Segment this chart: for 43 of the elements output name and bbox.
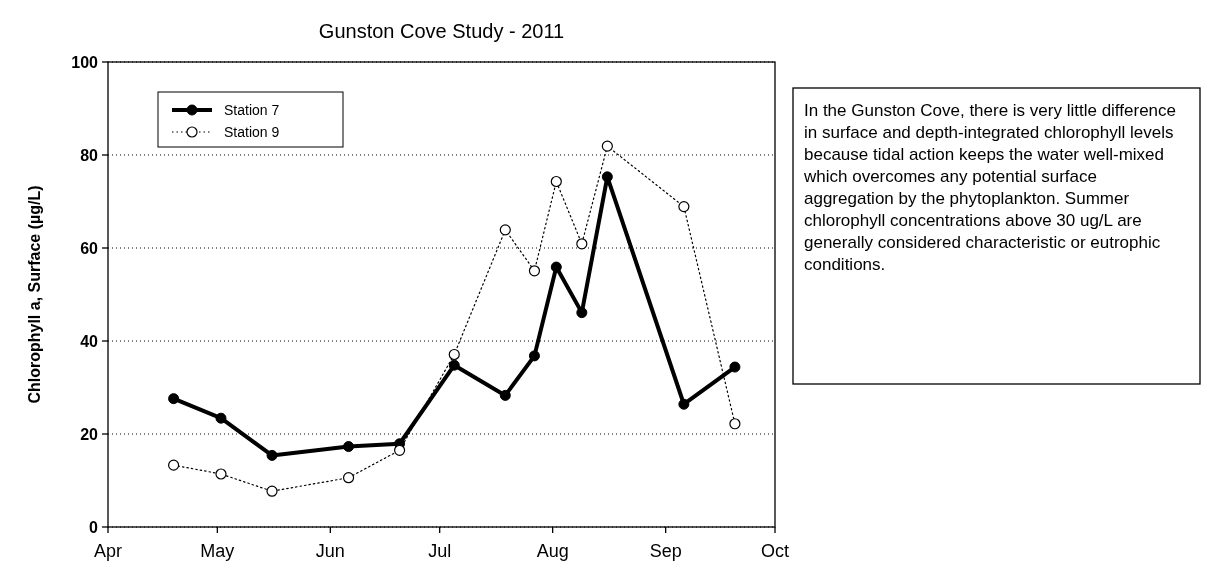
x-tick-label: Apr [93, 541, 123, 561]
x-tick-label: Jun [315, 541, 345, 561]
y-tick-label: 60 [80, 239, 99, 257]
point [729, 361, 741, 373]
x-tick-label: May [200, 541, 235, 561]
y-tick-label: 100 [71, 53, 99, 71]
x-tick-label: Aug [536, 541, 569, 561]
point [550, 261, 562, 273]
point [215, 412, 227, 424]
point [342, 472, 355, 484]
point [266, 449, 278, 461]
point [601, 140, 613, 152]
legend-label: Station 9 [224, 123, 280, 140]
x-tick-label: Sep [649, 541, 682, 561]
x-tick-label: Jul [428, 541, 452, 561]
point [499, 224, 511, 236]
point [576, 238, 588, 250]
point [393, 444, 406, 456]
point [601, 171, 613, 183]
point [528, 350, 540, 362]
point [343, 441, 355, 453]
point [678, 201, 690, 213]
point [448, 359, 460, 371]
point [576, 307, 588, 319]
point [499, 389, 511, 401]
point [528, 265, 541, 277]
y-tick-label: 20 [80, 425, 99, 443]
y-tick-label: 80 [80, 146, 99, 164]
point [678, 398, 690, 410]
point [168, 459, 180, 471]
point [550, 175, 562, 188]
point [215, 468, 227, 480]
point [448, 348, 460, 361]
text: In the Gunston Cove, there is very little difference in surface and depth-integrated chlorophyll levels because tidal action keeps the water well-mixed which overcomes any potential surface aggregation by the phytoplankton. Summer chlorophyll concentrations above 30 ug/L are generally considered characteristic or eutrophic conditions. [803, 100, 1177, 276]
point [168, 393, 180, 405]
point [266, 485, 278, 497]
y-tick-label: 0 [89, 518, 99, 536]
chart-title: Gunston Cove Study - 2011 [318, 20, 565, 42]
x-tick-label: Oct [760, 541, 790, 561]
legend-label: Station 7 [224, 101, 280, 118]
point [729, 418, 741, 430]
y-tick-label: 40 [80, 332, 99, 350]
y-axis-title: Chlorophyll a, Surface (µg/L) [26, 185, 43, 404]
